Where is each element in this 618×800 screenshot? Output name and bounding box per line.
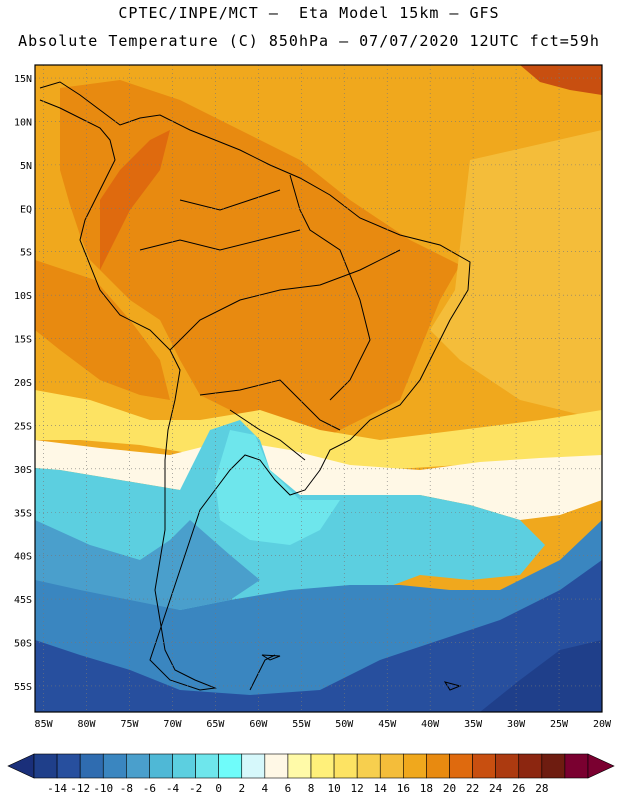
subtropic-cream [35, 440, 602, 520]
map-grid [35, 65, 602, 712]
lat-label: 30S [14, 465, 32, 476]
lon-label: 65W [206, 719, 225, 730]
coastlines [39, 81, 471, 691]
colorbar-tick-label: 18 [420, 782, 433, 795]
colorbar-swatch [33, 753, 58, 779]
colorbar-tick-label: 12 [351, 782, 364, 795]
chart-title: CPTEC/INPE/MCT — Eta Model 15km — GFS [118, 4, 500, 22]
longitude-labels: 85W 80W 75W 70W 65W 60W 55W 50W 45W 40W 35W 30W 25W 2… [35, 719, 612, 730]
colorbar-swatch [449, 753, 473, 779]
lat-label: 5S [20, 248, 32, 259]
atlantic-yellow [430, 130, 602, 420]
colorbar-tick-label: 20 [443, 782, 456, 795]
lon-label: 20W [593, 719, 612, 730]
cold-mid-blue [35, 520, 260, 610]
colorbar-swatch [56, 753, 81, 779]
colorbar-tick-label: -4 [166, 782, 180, 795]
colorbar-swatch [564, 753, 589, 779]
cold-deep-blue [35, 560, 602, 712]
lat-label: 10S [14, 291, 32, 302]
colorbar-swatch [472, 753, 496, 779]
colorbar-tick-label: 16 [397, 782, 410, 795]
latitude-labels: 15N 10N 5N EQ 5S 10S 15S 20S 25S 30S 35S 40S 45S 50S 5… [14, 74, 32, 693]
colorbar-tick-label: -6 [143, 782, 156, 795]
colorbar-tick-label: 4 [262, 782, 269, 795]
colorbar-tick-label: 28 [535, 782, 548, 795]
lon-label: 80W [78, 719, 97, 730]
lat-label: 55S [14, 682, 32, 693]
colorbar-swatch [495, 753, 520, 779]
lat-label: 15N [14, 74, 32, 85]
colorbar-tick-label: 0 [215, 782, 222, 795]
lon-label: 60W [249, 719, 268, 730]
lon-label: 35W [464, 719, 483, 730]
colorbar-tick-label: -2 [189, 782, 202, 795]
colorbar-tick-label: 14 [374, 782, 388, 795]
colorbar-tick-label: 24 [489, 782, 503, 795]
colorbar-swatch [79, 753, 104, 779]
pacific-warm-band [35, 260, 170, 400]
colorbar-tick-label: -14 [47, 782, 67, 795]
colorbar-tick-label: 22 [466, 782, 479, 795]
colorbar-swatch [149, 753, 173, 779]
lon-label: 75W [120, 719, 139, 730]
lon-label: 55W [292, 719, 311, 730]
lat-label: 35S [14, 508, 32, 519]
colorbar-swatch [241, 753, 266, 779]
lat-label: 5N [20, 161, 32, 172]
colorbar-tick-label: -12 [70, 782, 90, 795]
tropical-land-orange [60, 80, 460, 455]
colorbar-swatch [126, 753, 150, 779]
colorbar-tick-label: 10 [327, 782, 340, 795]
lon-label: 30W [507, 719, 526, 730]
colorbar-tick-label: 26 [512, 782, 525, 795]
cold-light-cyan [215, 430, 340, 545]
colorbar-swatch [218, 753, 243, 779]
colorbar-swatch [195, 753, 219, 779]
map-frame [34, 64, 603, 713]
andes-hot-band [100, 130, 170, 270]
lat-label: 40S [14, 552, 32, 563]
lon-label: 25W [550, 719, 569, 730]
colorbar-over-arrow [587, 753, 615, 779]
colorbar-tick-label: 2 [238, 782, 245, 795]
colorbar-tick-label: 8 [308, 782, 315, 795]
cold-deepest-blue [480, 640, 602, 712]
colorbar-swatch [356, 753, 381, 779]
lat-label: 25S [14, 421, 32, 432]
colorbar-swatch [102, 753, 127, 779]
lat-label: 20S [14, 378, 32, 389]
colorbar-swatch [333, 753, 358, 779]
chart-subtitle: Absolute Temperature (C) 850hPa — 07/07/… [18, 32, 600, 50]
lon-label: 50W [335, 719, 354, 730]
lat-label: EQ [20, 204, 32, 215]
colorbar-under-arrow [7, 753, 35, 779]
colorbar-swatch [310, 753, 335, 779]
colorbar-tick-label: 6 [285, 782, 292, 795]
lat-label: 45S [14, 595, 32, 606]
colorbar-tick-label: -10 [93, 782, 113, 795]
lon-label: 40W [421, 719, 440, 730]
colorbar-swatch [518, 753, 543, 779]
colorbar-swatch [403, 753, 427, 779]
colorbar-tick-label: -8 [120, 782, 133, 795]
subtropic-pale-yellow [35, 390, 602, 475]
colorbar-swatch [426, 753, 450, 779]
lon-label: 45W [378, 719, 397, 730]
lat-label: 50S [14, 639, 32, 650]
lon-label: 85W [35, 719, 54, 730]
colorbar-swatch [264, 753, 289, 779]
colorbar-swatch [287, 753, 312, 779]
colorbar-swatch [379, 753, 404, 779]
colorbar-swatch [541, 753, 566, 779]
lat-label: 15S [14, 335, 32, 346]
colorbar-swatch [172, 753, 196, 779]
lat-label: 10N [14, 117, 32, 128]
hot-spot-northeast [520, 65, 602, 95]
lon-label: 70W [163, 719, 182, 730]
